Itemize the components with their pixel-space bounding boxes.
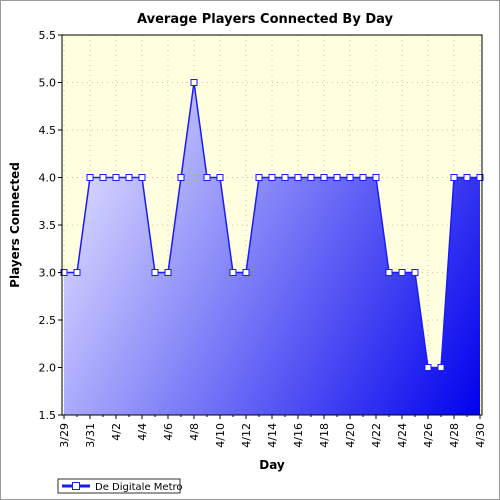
data-point: [437, 364, 445, 371]
data-point: [281, 174, 289, 181]
data-point: [476, 174, 484, 181]
x-tick-label: 4/16: [292, 423, 305, 448]
data-point: [346, 174, 354, 181]
legend: De Digitale Metro: [57, 478, 183, 494]
chart-title: Average Players Connected By Day: [137, 12, 393, 27]
data-point: [359, 174, 367, 181]
x-tick-label: 4/2: [110, 423, 123, 441]
x-tick-label: 4/26: [422, 423, 435, 448]
x-tick-label: 3/31: [84, 423, 97, 448]
data-point: [203, 174, 211, 181]
x-tick-label: 4/22: [370, 423, 383, 448]
x-tick-label: 4/14: [266, 423, 279, 448]
y-tick-label: 5.0: [39, 77, 57, 90]
data-point: [268, 174, 276, 181]
data-point: [242, 269, 250, 276]
y-tick-label: 3.0: [39, 267, 57, 280]
x-tick-label: 4/20: [344, 423, 357, 448]
x-tick-label: 4/12: [240, 423, 253, 448]
data-point: [216, 174, 224, 181]
legend-box: [57, 478, 181, 494]
data-point: [73, 269, 81, 276]
x-axis-title: Day: [259, 458, 285, 472]
data-point: [450, 174, 458, 181]
data-point: [294, 174, 302, 181]
x-tick-label: 4/24: [396, 423, 409, 448]
data-point: [86, 174, 94, 181]
y-axis-title: Players Connected: [8, 162, 22, 288]
data-point: [398, 269, 406, 276]
x-tick-label: 4/6: [162, 423, 175, 441]
y-tick-label: 5.5: [39, 29, 57, 42]
y-axis: 1.5 2.0 2.5 3.0 3.5 4.0 4.5 5.0 5.5: [39, 29, 62, 422]
x-tick-label: 4/28: [448, 423, 461, 448]
data-point: [463, 174, 471, 181]
data-point: [138, 174, 146, 181]
y-tick-label: 2.5: [39, 314, 57, 327]
series-area: [64, 82, 480, 415]
data-point: [164, 269, 172, 276]
x-tick-label: 4/4: [136, 423, 149, 441]
data-point: [320, 174, 328, 181]
y-tick-label: 3.5: [39, 219, 57, 232]
y-tick-label: 4.5: [39, 124, 57, 137]
y-tick-label: 4.0: [39, 172, 57, 185]
data-point: [125, 174, 133, 181]
data-point: [307, 174, 315, 181]
x-tick-label: 4/10: [214, 423, 227, 448]
x-tick-label: 3/29: [58, 423, 71, 448]
data-point: [177, 174, 185, 181]
x-tick-label: 4/18: [318, 423, 331, 448]
data-point: [99, 174, 107, 181]
y-tick-label: 1.5: [39, 409, 57, 422]
data-point: [151, 269, 159, 276]
data-point: [229, 269, 237, 276]
x-tick-label: 4/8: [188, 423, 201, 441]
y-tick-label: 2.0: [39, 362, 57, 375]
data-point: [385, 269, 393, 276]
x-tick-label: 4/30: [474, 423, 487, 448]
data-point: [372, 174, 380, 181]
series-markers: [60, 79, 484, 371]
data-point: [424, 364, 432, 371]
data-point: [112, 174, 120, 181]
legend-label: De Digitale Metro: [95, 482, 183, 493]
data-point: [255, 174, 263, 181]
legend-marker-swatch: [72, 482, 80, 490]
data-point: [411, 269, 419, 276]
data-point: [333, 174, 341, 181]
data-point: [190, 79, 198, 86]
x-axis: 3/29 3/31 4/2 4/4 4/6 4/8 4/10 4/12 4/14 4/16 4/18…: [58, 415, 487, 448]
